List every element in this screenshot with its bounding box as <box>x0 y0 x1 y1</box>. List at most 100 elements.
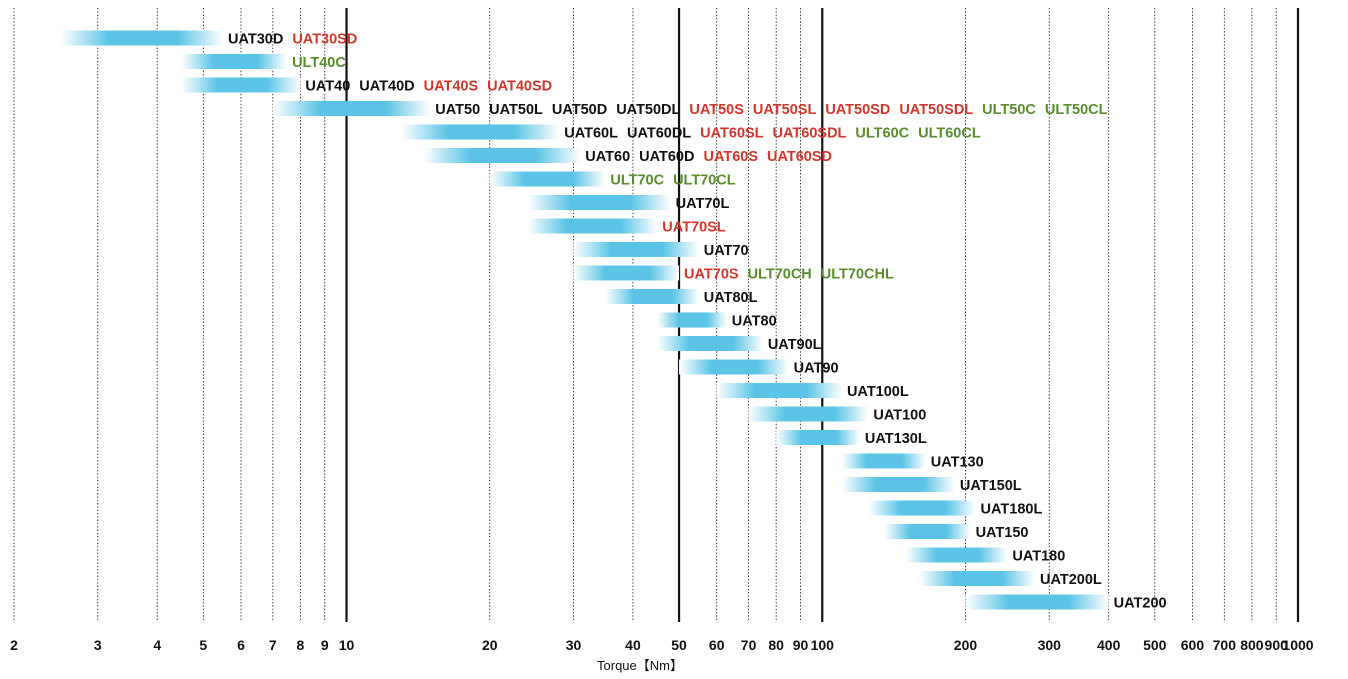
model-label: UAT130L <box>865 431 927 447</box>
x-tick-labels: 2 3 4 5 6 7 8 9 10 20 30 40 50 60 70 80 90 100 200 300 400 50… <box>10 637 1314 653</box>
model-label: UAT30D <box>228 32 283 48</box>
model-label: UAT50D <box>552 102 607 118</box>
model-label: UAT60SDL <box>773 126 847 142</box>
range-bar <box>868 500 976 516</box>
x-tick-50: 50 <box>671 637 687 653</box>
range-bar <box>181 54 288 69</box>
range-bar <box>527 218 658 234</box>
range-bar <box>906 547 1008 563</box>
model-label: ULT60CL <box>918 126 981 142</box>
range-bar <box>841 453 926 469</box>
model-label: UAT50 <box>435 102 480 118</box>
model-label: UAT50DL <box>616 102 680 118</box>
range-bar <box>776 430 860 445</box>
model-label: UAT40D <box>359 79 414 95</box>
x-tick-200: 200 <box>954 637 978 653</box>
model-label: UAT150L <box>960 478 1022 494</box>
model-label-group: UAT30D UAT30SD <box>228 32 357 48</box>
model-label: UAT50SL <box>753 102 817 118</box>
range-bar <box>272 101 431 116</box>
model-label: UAT60SD <box>767 149 832 165</box>
x-tick-500: 500 <box>1143 637 1167 653</box>
x-tick-4: 4 <box>153 637 161 653</box>
x-tick-800: 800 <box>1240 637 1264 653</box>
x-tick-6: 6 <box>237 637 245 653</box>
model-label: UAT50SD <box>825 102 890 118</box>
model-label: UAT80L <box>704 290 758 306</box>
model-label: UAT80 <box>732 314 777 330</box>
range-bar <box>60 30 224 46</box>
model-label-group: UAT80L <box>704 290 758 306</box>
x-tick-60: 60 <box>709 637 725 653</box>
x-tick-9: 9 <box>321 637 329 653</box>
x-tick-600: 600 <box>1181 637 1205 653</box>
range-bars <box>60 30 1109 610</box>
model-label: ULT50C <box>982 102 1036 118</box>
x-tick-8: 8 <box>297 637 305 653</box>
x-tick-900: 900 <box>1265 637 1289 653</box>
x-tick-300: 300 <box>1038 637 1062 653</box>
model-label: UAT60L <box>564 126 618 142</box>
model-label-group: UAT60 UAT60D UAT60S UAT60SD <box>585 149 832 165</box>
model-label: UAT60S <box>703 149 758 165</box>
range-bar <box>748 406 869 422</box>
model-label: UAT180 <box>1012 549 1065 565</box>
model-label-group: UAT60L UAT60DL UAT60SL UAT60SDL ULT60C ULT60C… <box>564 126 981 142</box>
x-tick-2: 2 <box>10 637 18 653</box>
x-tick-5: 5 <box>199 637 207 653</box>
model-label: UAT60D <box>639 149 694 165</box>
model-label-group: UAT70 <box>704 243 749 259</box>
x-tick-30: 30 <box>566 637 582 653</box>
range-bar <box>181 77 301 93</box>
model-label: UAT60SL <box>700 126 764 142</box>
range-bar <box>605 289 699 304</box>
range-bar <box>679 359 789 375</box>
model-label: UAT30SD <box>292 32 357 48</box>
model-label: ULT70CHL <box>821 267 894 283</box>
x-tick-1000: 1000 <box>1282 637 1313 653</box>
model-label-group: ULT40C <box>292 55 346 71</box>
model-label: UAT70SL <box>662 220 726 236</box>
model-label-group: UAT150L <box>960 478 1022 494</box>
x-tick-400: 400 <box>1097 637 1121 653</box>
model-label-group: UAT130L <box>865 431 927 447</box>
range-bar <box>527 195 671 210</box>
x-tick-40: 40 <box>625 637 641 653</box>
model-label-group: UAT90L <box>768 337 822 353</box>
model-label: ULT70CL <box>673 173 736 189</box>
model-label: UAT50SDL <box>899 102 973 118</box>
range-bar <box>573 265 680 281</box>
model-label-group: UAT90 <box>794 361 839 377</box>
model-label: UAT150 <box>976 525 1029 541</box>
model-label: ULT60C <box>855 126 909 142</box>
model-label: UAT90L <box>768 337 822 353</box>
model-label: UAT180L <box>981 502 1043 518</box>
x-tick-90: 90 <box>793 637 809 653</box>
model-label: UAT130 <box>931 455 984 471</box>
model-label: ULT70C <box>610 173 664 189</box>
model-label: ULT70CH <box>748 267 812 283</box>
model-label-group: UAT150 <box>976 525 1029 541</box>
range-bar <box>400 124 560 140</box>
range-bar <box>657 312 727 328</box>
model-label: UAT50S <box>689 102 744 118</box>
model-label: UAT60DL <box>627 126 691 142</box>
model-label: UAT40SD <box>487 79 552 95</box>
gridlines <box>13 8 1300 622</box>
model-label: UAT100L <box>847 384 909 400</box>
model-label: UAT70 <box>704 243 749 259</box>
model-label-group: UAT180 <box>1012 549 1065 565</box>
range-bar <box>423 148 581 163</box>
model-label-group: UAT180L <box>981 502 1043 518</box>
model-label-group: UAT50 UAT50L UAT50D UAT50DL UAT50S UAT50SL UAT… <box>435 102 1107 118</box>
range-bar <box>919 571 1035 586</box>
model-label-group: UAT200L <box>1040 572 1102 588</box>
range-bar <box>716 383 842 398</box>
model-label-group: ULT70C ULT70CL <box>610 173 735 189</box>
model-label: UAT200 <box>1114 596 1167 612</box>
model-label: UAT40S <box>424 79 479 95</box>
x-tick-100: 100 <box>811 637 835 653</box>
model-label-group: UAT70S ULT70CH ULT70CHL <box>684 267 894 283</box>
